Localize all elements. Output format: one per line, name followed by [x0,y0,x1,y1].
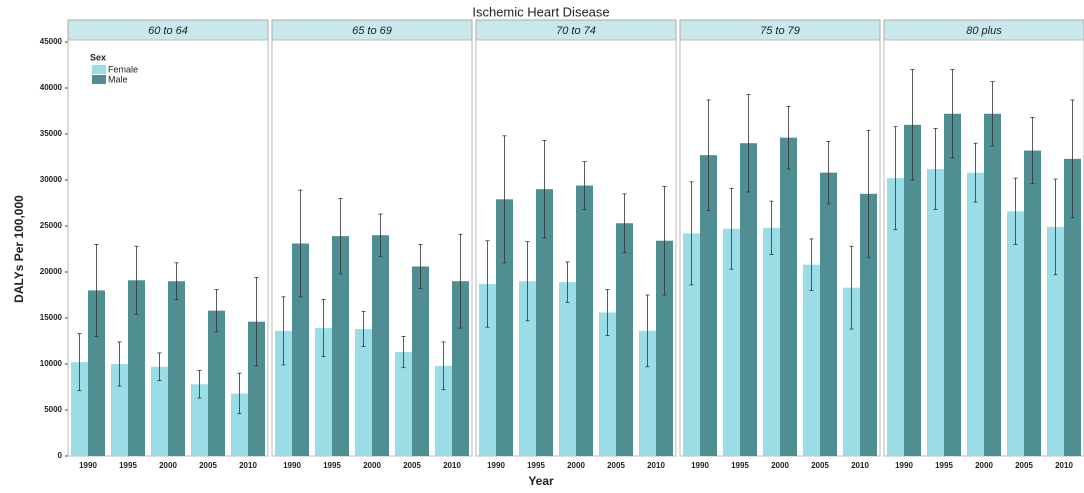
bar [616,223,633,456]
x-tick-label: 2005 [199,461,217,470]
y-tick-label: 15000 [40,313,63,322]
bar [927,168,944,456]
y-axis-label: DALYs Per 100,000 [12,195,26,303]
chart-title: Ischemic Heart Disease [472,4,609,19]
bar [292,243,309,456]
x-tick-label: 1995 [119,461,137,470]
bar [151,366,168,456]
bar [332,236,349,456]
bar [412,266,429,456]
bar [984,113,1001,456]
x-tick-label: 1995 [731,461,749,470]
bar [967,172,984,456]
legend-label: Female [108,64,138,74]
bar [780,137,797,456]
legend-title: Sex [90,52,106,62]
bar [803,264,820,456]
y-tick-label: 20000 [40,267,63,276]
x-tick-label: 2010 [1055,461,1073,470]
bar [1007,211,1024,456]
x-axis-label: Year [528,474,554,488]
bar [639,330,656,456]
bar [191,384,208,456]
bar [128,280,145,456]
x-tick-label: 1995 [527,461,545,470]
x-tick-label: 1995 [935,461,953,470]
bar [395,352,412,456]
bar [168,281,185,456]
bar [519,281,536,456]
x-tick-label: 2010 [647,461,665,470]
y-tick-label: 5000 [44,405,62,414]
bar [944,113,961,456]
x-tick-label: 1990 [487,461,505,470]
bar [1024,150,1041,456]
bar [656,240,673,456]
x-tick-label: 1990 [691,461,709,470]
bar [887,178,904,456]
y-tick-label: 30000 [40,175,63,184]
bar [355,329,372,456]
bar [231,393,248,456]
bar [843,287,860,456]
bar [740,143,757,456]
x-tick-label: 2000 [771,461,789,470]
facet-title: 70 to 74 [556,25,596,37]
y-tick-label: 45000 [40,37,63,46]
bar [496,199,513,456]
y-tick-label: 25000 [40,221,63,230]
bar [372,235,389,456]
x-tick-label: 2010 [239,461,257,470]
x-tick-label: 2005 [607,461,625,470]
x-tick-label: 2000 [567,461,585,470]
bar [860,193,877,457]
bar [248,321,265,456]
x-tick-label: 2005 [811,461,829,470]
y-tick-label: 40000 [40,83,63,92]
legend-swatch [92,75,106,84]
x-tick-label: 2000 [159,461,177,470]
bar [536,189,553,456]
bar [820,172,837,456]
x-tick-label: 1990 [895,461,913,470]
bar [71,362,88,456]
facet-title: 75 to 79 [760,25,800,37]
bar [111,364,128,456]
x-tick-label: 2005 [403,461,421,470]
bar [559,282,576,456]
legend-label: Male [108,74,128,84]
facet-title: 80 plus [966,25,1002,37]
bar [599,312,616,456]
bar [1047,226,1064,456]
bar [479,283,496,456]
bar [683,233,700,456]
x-tick-label: 2000 [975,461,993,470]
bar [315,328,332,456]
facet-title: 60 to 64 [148,25,188,37]
facet-title: 65 to 69 [352,25,392,37]
x-tick-label: 2010 [851,461,869,470]
bar [275,330,292,456]
y-tick-label: 10000 [40,359,63,368]
y-tick-label: 0 [58,451,63,460]
legend-swatch [92,65,106,74]
bar [88,290,105,456]
x-tick-label: 2005 [1015,461,1033,470]
bar [576,185,593,456]
x-tick-label: 2010 [443,461,461,470]
x-tick-label: 1990 [79,461,97,470]
x-tick-label: 1995 [323,461,341,470]
bar [208,310,225,456]
x-tick-label: 2000 [363,461,381,470]
bar [904,124,921,457]
y-tick-label: 35000 [40,129,63,138]
bar [1064,158,1081,456]
bar [763,227,780,456]
bar [700,155,717,456]
bar [452,281,469,456]
bar [723,228,740,456]
x-tick-label: 1990 [283,461,301,470]
bar [435,365,452,456]
